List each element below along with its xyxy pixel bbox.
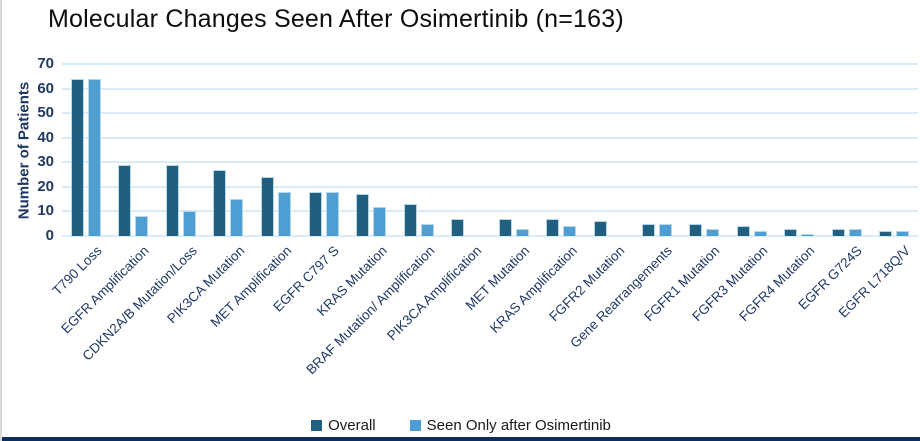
bar-seen-only xyxy=(801,233,815,236)
y-tick-label: 0 xyxy=(45,227,54,244)
gridline xyxy=(62,161,918,164)
plot-area xyxy=(62,63,918,237)
bar-group xyxy=(443,64,491,236)
gridline xyxy=(62,136,918,139)
y-tick-label: 20 xyxy=(37,177,54,195)
bar-seen-only xyxy=(706,228,720,236)
gridline xyxy=(62,235,918,237)
bar-overall xyxy=(593,221,607,236)
y-tick-label: 10 xyxy=(37,202,54,220)
bar-group xyxy=(633,64,681,236)
bar-group xyxy=(490,64,538,236)
bar-seen-only xyxy=(373,206,387,236)
bar-seen-only xyxy=(515,228,529,236)
bar-seen-only xyxy=(135,216,149,236)
bar-overall xyxy=(451,218,465,236)
legend-item-overall: Overall xyxy=(311,417,376,434)
bar-seen-only xyxy=(278,191,292,236)
gridline xyxy=(62,210,918,213)
bar-overall xyxy=(784,228,798,236)
bar-group xyxy=(585,64,633,236)
gridline xyxy=(62,112,918,115)
gridline xyxy=(62,87,918,90)
legend-swatch-overall xyxy=(311,420,323,431)
bar-group xyxy=(347,64,395,236)
bar-seen-only xyxy=(848,228,862,236)
chart-title: Molecular Changes Seen After Osimertinib… xyxy=(48,5,624,33)
legend: Overall Seen Only after Osimertinib xyxy=(2,417,920,434)
bar-overall xyxy=(546,218,560,236)
bar-seen-only xyxy=(182,211,196,236)
bar-seen-only xyxy=(658,223,672,236)
y-tick-label: 40 xyxy=(37,128,54,146)
bar-group xyxy=(300,64,348,236)
bar-group xyxy=(157,64,205,236)
bar-overall xyxy=(831,228,845,236)
bar-group xyxy=(62,64,110,236)
bar-group xyxy=(775,64,823,236)
bottom-accent-bar xyxy=(2,437,920,441)
bar-group xyxy=(205,64,253,236)
bar-seen-only xyxy=(87,78,101,236)
bar-groups xyxy=(62,64,918,236)
legend-label-overall: Overall xyxy=(328,417,376,434)
bar-overall xyxy=(736,226,750,236)
bar-seen-only xyxy=(896,231,910,236)
bar-group xyxy=(823,64,871,236)
legend-swatch-seen-only xyxy=(409,420,421,431)
bar-overall xyxy=(261,177,275,236)
bar-seen-only xyxy=(753,231,767,236)
y-tick-label: 60 xyxy=(37,79,54,97)
bar-group xyxy=(728,64,776,236)
bar-group xyxy=(538,64,586,236)
bar-overall xyxy=(879,231,893,236)
bar-overall xyxy=(689,223,703,236)
bar-overall xyxy=(356,194,370,236)
bar-overall xyxy=(165,164,179,236)
bar-seen-only xyxy=(420,223,434,236)
gridline xyxy=(62,185,918,188)
bar-seen-only xyxy=(563,226,577,236)
bar-overall xyxy=(308,191,322,236)
bar-overall xyxy=(118,164,132,236)
legend-label-seen-only: Seen Only after Osimertinib xyxy=(426,417,611,434)
bar-group xyxy=(871,64,919,236)
y-tick-label: 30 xyxy=(37,153,54,171)
bar-group xyxy=(395,64,443,236)
bar-overall xyxy=(403,204,417,236)
bar-overall xyxy=(213,169,227,236)
bar-seen-only xyxy=(230,199,244,236)
bar-group xyxy=(680,64,728,236)
gridline xyxy=(62,63,918,65)
bar-overall xyxy=(498,218,512,236)
bar-overall xyxy=(70,78,84,236)
bar-seen-only xyxy=(325,191,339,236)
y-tick-label: 70 xyxy=(37,55,54,72)
bar-group xyxy=(110,64,158,236)
bar-group xyxy=(252,64,300,236)
legend-item-seen-only: Seen Only after Osimertinib xyxy=(409,417,611,434)
y-tick-label: 50 xyxy=(37,104,54,122)
bar-overall xyxy=(641,223,655,236)
